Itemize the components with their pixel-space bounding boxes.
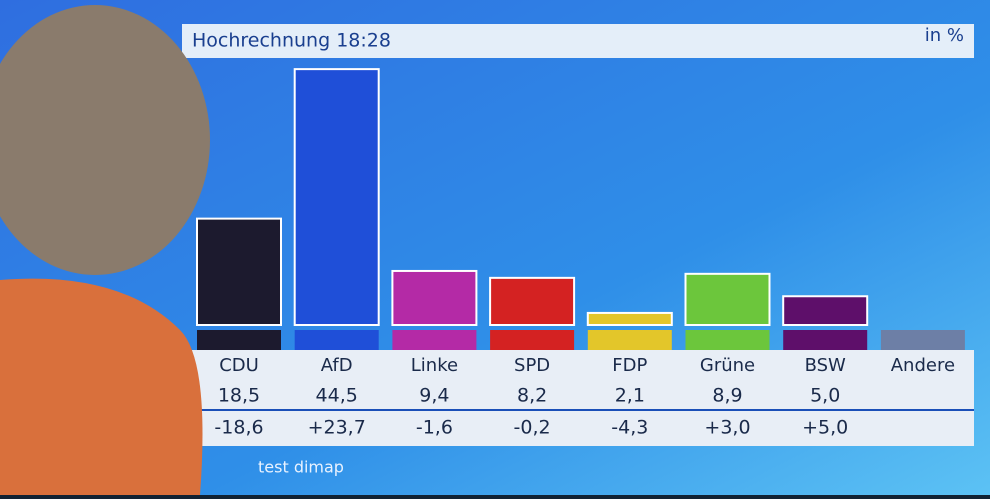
value-label: 8,9 xyxy=(712,385,742,407)
change-label: -4,3 xyxy=(611,417,648,439)
source: test dimap xyxy=(258,458,344,477)
bar xyxy=(489,276,576,327)
change-label: -0,2 xyxy=(514,417,551,439)
value-label: 8,2 xyxy=(517,385,547,407)
bar xyxy=(196,217,282,326)
party-label: Andere xyxy=(891,355,955,376)
unit-label: in % xyxy=(925,25,964,46)
party-label: Grüne xyxy=(700,355,755,376)
value-label: 5,0 xyxy=(810,385,840,407)
bar xyxy=(586,311,673,326)
bars: CDU 18,5 -18,6 AfD 44,5 +23,7 Linke 9,4 -1,6 SPD 8… xyxy=(196,68,965,439)
bar xyxy=(684,272,771,327)
color-strip xyxy=(880,330,965,350)
party-label: Linke xyxy=(411,355,458,376)
person-head xyxy=(0,5,210,275)
chart-title: Hochrechnung 18:28 xyxy=(192,30,391,52)
value-label: 18,5 xyxy=(218,385,260,407)
color-strip xyxy=(685,330,770,350)
bar xyxy=(391,269,478,327)
party-label: BSW xyxy=(805,355,846,376)
table-panel xyxy=(188,350,974,446)
title-bar xyxy=(182,24,974,58)
person-shirt xyxy=(0,278,203,495)
bar xyxy=(293,68,380,326)
change-label: +23,7 xyxy=(308,417,366,439)
color-strip xyxy=(392,330,477,350)
value-label: 44,5 xyxy=(316,385,358,407)
color-strip xyxy=(490,330,575,350)
bar xyxy=(782,295,869,326)
value-label: 2,1 xyxy=(615,385,645,407)
color-strip xyxy=(783,330,868,350)
party-label: SPD xyxy=(514,355,550,376)
party-label: CDU xyxy=(219,355,259,376)
change-label: -1,6 xyxy=(416,417,453,439)
color-strip xyxy=(197,330,281,350)
party-label: FDP xyxy=(612,355,647,376)
value-label: 9,4 xyxy=(419,385,449,407)
party-label: AfD xyxy=(321,355,353,376)
color-strip xyxy=(294,330,379,350)
change-label: -18,6 xyxy=(214,417,263,439)
change-label: +3,0 xyxy=(704,417,750,439)
color-strip xyxy=(587,330,672,350)
change-label: +5,0 xyxy=(802,417,848,439)
